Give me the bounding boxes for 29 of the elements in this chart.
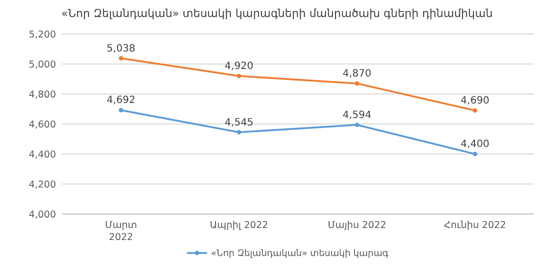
y-tick-label: 4,800 bbox=[28, 90, 56, 100]
y-tick-label: 4,600 bbox=[28, 120, 56, 130]
point bbox=[236, 74, 242, 78]
y-tick-label: 5,000 bbox=[28, 60, 56, 70]
point bbox=[236, 130, 242, 134]
chart-title: «Նոր Զելանդական» տեսակի կարագների մանրածախ գների դինամիկան bbox=[61, 7, 493, 20]
y-tick-label: 4,400 bbox=[28, 150, 56, 160]
data-label: 4,692 bbox=[106, 95, 136, 106]
data-label: 4,920 bbox=[224, 61, 254, 72]
point bbox=[472, 108, 478, 113]
point bbox=[118, 108, 124, 112]
x-tick-label: Հունիս 2022 bbox=[444, 220, 506, 231]
data-label: 5,038 bbox=[106, 43, 136, 54]
data-label: 4,594 bbox=[342, 110, 372, 121]
legend-label: «Նոր Զելանդական» տեսակի կարագ bbox=[211, 249, 388, 259]
point bbox=[354, 81, 360, 86]
x-tick-label: Մայիս 2022 bbox=[328, 220, 386, 231]
y-tick-label: 5,200 bbox=[28, 30, 56, 40]
y-tick-label: 4,000 bbox=[28, 210, 56, 220]
data-label: 4,870 bbox=[342, 68, 372, 80]
point bbox=[354, 122, 360, 128]
x-tick-label: Ապրիլ 2022 bbox=[210, 220, 268, 231]
data-label: 4,400 bbox=[460, 139, 490, 150]
data-label: 4,690 bbox=[460, 96, 490, 106]
y-tick-label: 4,200 bbox=[28, 180, 56, 190]
point bbox=[118, 56, 124, 60]
x-tick-label: Մարտ 2022 bbox=[104, 220, 138, 243]
point bbox=[472, 152, 478, 156]
data-label: 4,545 bbox=[224, 117, 254, 128]
